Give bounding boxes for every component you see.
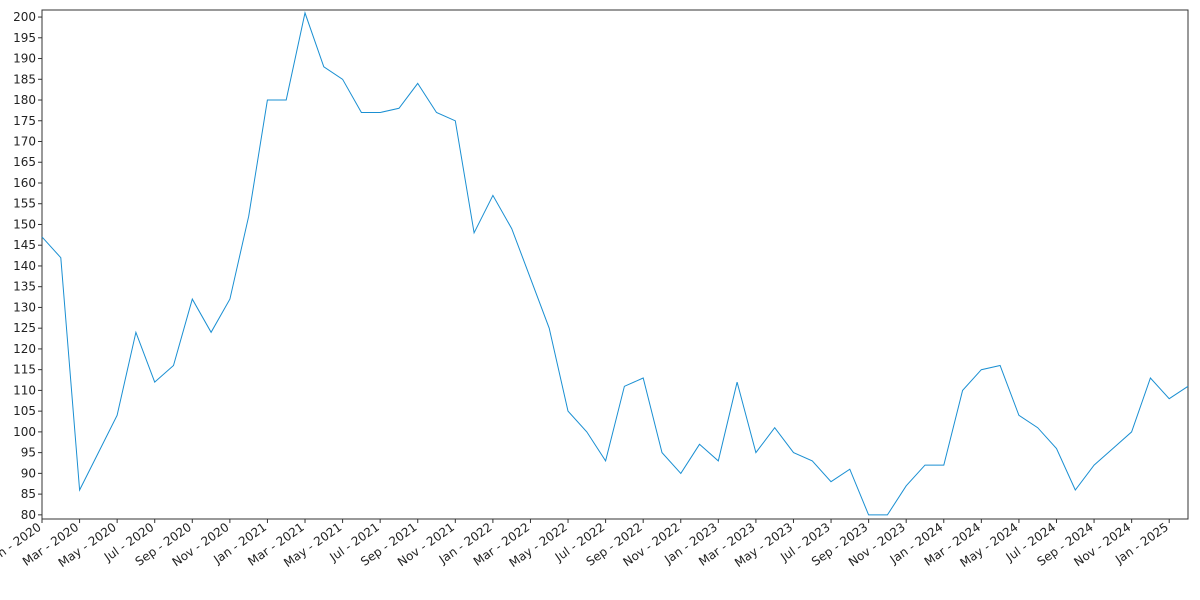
y-tick-label: 170 (13, 135, 36, 149)
y-tick-label: 165 (13, 155, 36, 169)
y-tick-label: 115 (13, 363, 36, 377)
y-tick-label: 110 (13, 383, 36, 397)
y-tick-label: 80 (21, 508, 36, 522)
price-line (41, 11, 1189, 516)
y-tick-label: 180 (13, 93, 36, 107)
y-tick-label: 105 (13, 404, 36, 418)
y-tick-label: 135 (13, 280, 36, 294)
y-tick-label: 160 (13, 176, 36, 190)
plot-frame (41, 9, 1189, 520)
y-tick-label: 190 (13, 52, 36, 66)
y-tick-label: 200 (13, 10, 36, 24)
y-tick-label: 95 (21, 446, 36, 460)
y-tick-label: 85 (21, 487, 36, 501)
y-tick-label: 145 (13, 238, 36, 252)
y-tick-label: 140 (13, 259, 36, 273)
y-tick-label: 185 (13, 72, 36, 86)
y-tick-label: 120 (13, 342, 36, 356)
y-tick-label: 100 (13, 425, 36, 439)
y-tick-label: 150 (13, 217, 36, 231)
y-tick-label: 155 (13, 197, 36, 211)
y-tick-label: 125 (13, 321, 36, 335)
y-tick-label: 130 (13, 300, 36, 314)
y-tick-label: 175 (13, 114, 36, 128)
y-tick-label: 90 (21, 466, 36, 480)
y-tick-label: 195 (13, 31, 36, 45)
